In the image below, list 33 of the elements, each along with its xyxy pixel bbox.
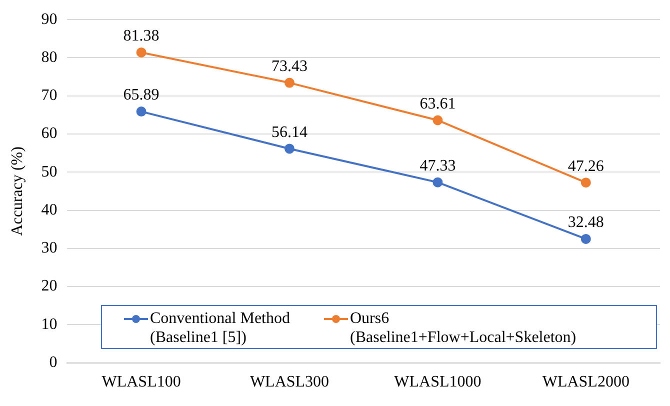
data-label: 47.26 (568, 158, 604, 175)
point (432, 115, 443, 126)
data-label: 63.61 (420, 95, 456, 112)
y-tick-label: 40 (41, 201, 58, 218)
y-tick-label: 50 (41, 163, 58, 180)
point (580, 234, 591, 244)
legend-label: Ours6 (Baseline1+Flow+Local+Skeleton) (350, 309, 576, 347)
data-label: 47.33 (420, 158, 456, 175)
data-label: 32.48 (568, 214, 604, 232)
y-tick-label: 30 (41, 240, 58, 257)
x-tick-label: WLASL100 (102, 374, 181, 391)
point (136, 47, 146, 58)
point (284, 144, 294, 154)
x-tick-label: WLASL1000 (394, 374, 482, 391)
data-label: 56.14 (272, 124, 308, 141)
data-label: 73.43 (272, 58, 308, 75)
y-tick-label: 60 (41, 125, 58, 142)
legend-label: Conventional Method (Baseline1 [5]) (150, 309, 290, 347)
y-tick-label: 90 (41, 10, 58, 28)
y-tick-label: 0 (49, 354, 58, 372)
y-tick-label: 70 (41, 87, 58, 104)
point (136, 106, 146, 117)
y-tick-label: 80 (41, 48, 58, 66)
y-tick-label: 20 (41, 278, 58, 295)
y-tick-label: 10 (41, 316, 58, 333)
point (432, 177, 443, 188)
x-tick-label: WLASL2000 (542, 374, 630, 391)
data-label: 65.89 (123, 86, 160, 104)
data-label: 81.38 (123, 28, 160, 45)
point (580, 178, 591, 188)
x-tick-label: WLASL300 (250, 374, 330, 391)
y-axis-title: Accuracy (%) (8, 146, 26, 236)
point (284, 78, 294, 88)
